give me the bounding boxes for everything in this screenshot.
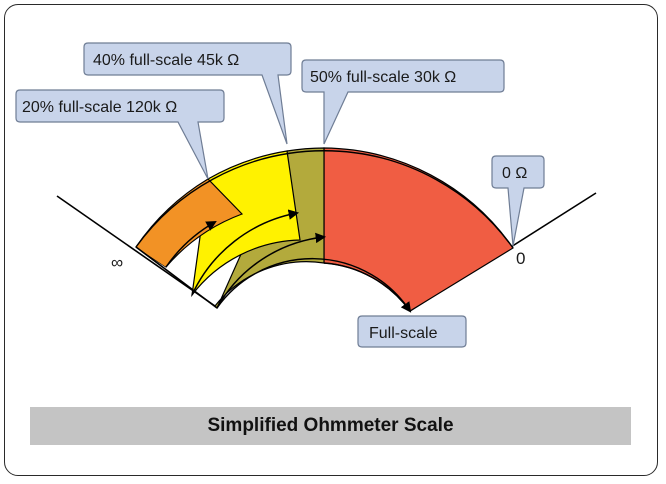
callout-40-percent-text: 40% full-scale 45k Ω [93, 52, 239, 69]
deflection-arrow-40-percent [191, 209, 300, 296]
outer-arc [135, 150, 514, 249]
band-20-percent-lower [136, 232, 166, 267]
band-40-percent [191, 150, 301, 298]
infinity-label: ∞ [111, 253, 123, 272]
zero-label: 0 [516, 249, 525, 268]
callout-zero-ohm-text: 0 Ω [502, 165, 527, 182]
callout-20-percent-text: 20% full-scale 120k Ω [22, 99, 177, 116]
callout-20-percent-box [15, 89, 225, 180]
callout-40-percent-box [83, 42, 292, 145]
callout-zero-ohm-box [491, 155, 545, 247]
deflection-arrow-20-percent [165, 220, 217, 268]
deflection-arrow-50-percent [216, 232, 327, 309]
band-full-scale [323, 147, 514, 312]
scale-left-line [56, 195, 216, 307]
diagram-caption: Simplified Ohmmeter Scale [30, 407, 631, 445]
callout-full-scale-box [357, 315, 467, 348]
callout-full-scale-text: Full-scale [369, 325, 438, 342]
deflection-arrow-full-scale [323, 262, 412, 313]
scale-left-line-overlay [135, 246, 218, 309]
inner-arc [216, 257, 411, 312]
callout-50-percent-box [301, 59, 505, 145]
band-20-percent [135, 178, 244, 268]
callout-50-percent-text: 50% full-scale 30k Ω [310, 69, 456, 86]
